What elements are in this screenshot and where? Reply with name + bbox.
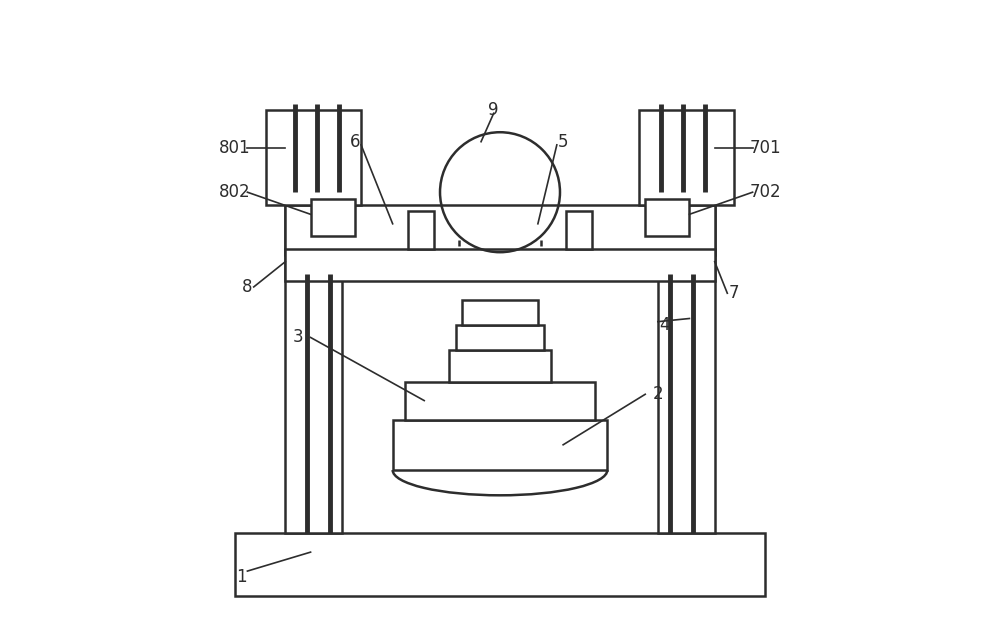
Text: 802: 802 [219,183,251,201]
Text: 801: 801 [219,139,251,157]
Text: 8: 8 [242,278,253,296]
FancyBboxPatch shape [393,420,607,470]
Text: 9: 9 [488,101,499,119]
Text: 3: 3 [293,329,303,347]
FancyBboxPatch shape [645,199,689,236]
FancyBboxPatch shape [235,533,765,596]
FancyBboxPatch shape [658,141,715,533]
Text: 4: 4 [659,316,669,334]
FancyBboxPatch shape [566,211,592,249]
Text: 701: 701 [749,139,781,157]
FancyBboxPatch shape [285,249,715,281]
FancyBboxPatch shape [285,141,342,533]
FancyBboxPatch shape [408,211,434,249]
FancyBboxPatch shape [266,110,361,205]
Text: 1: 1 [236,568,246,587]
FancyBboxPatch shape [462,299,538,325]
FancyBboxPatch shape [311,199,355,236]
Text: 5: 5 [558,132,568,151]
FancyBboxPatch shape [405,382,595,420]
FancyBboxPatch shape [285,205,715,255]
Text: 2: 2 [653,385,663,403]
Text: 6: 6 [350,132,360,151]
FancyBboxPatch shape [639,110,734,205]
FancyBboxPatch shape [456,325,544,350]
Text: 7: 7 [728,284,739,302]
Text: 702: 702 [749,183,781,201]
FancyBboxPatch shape [449,350,551,382]
